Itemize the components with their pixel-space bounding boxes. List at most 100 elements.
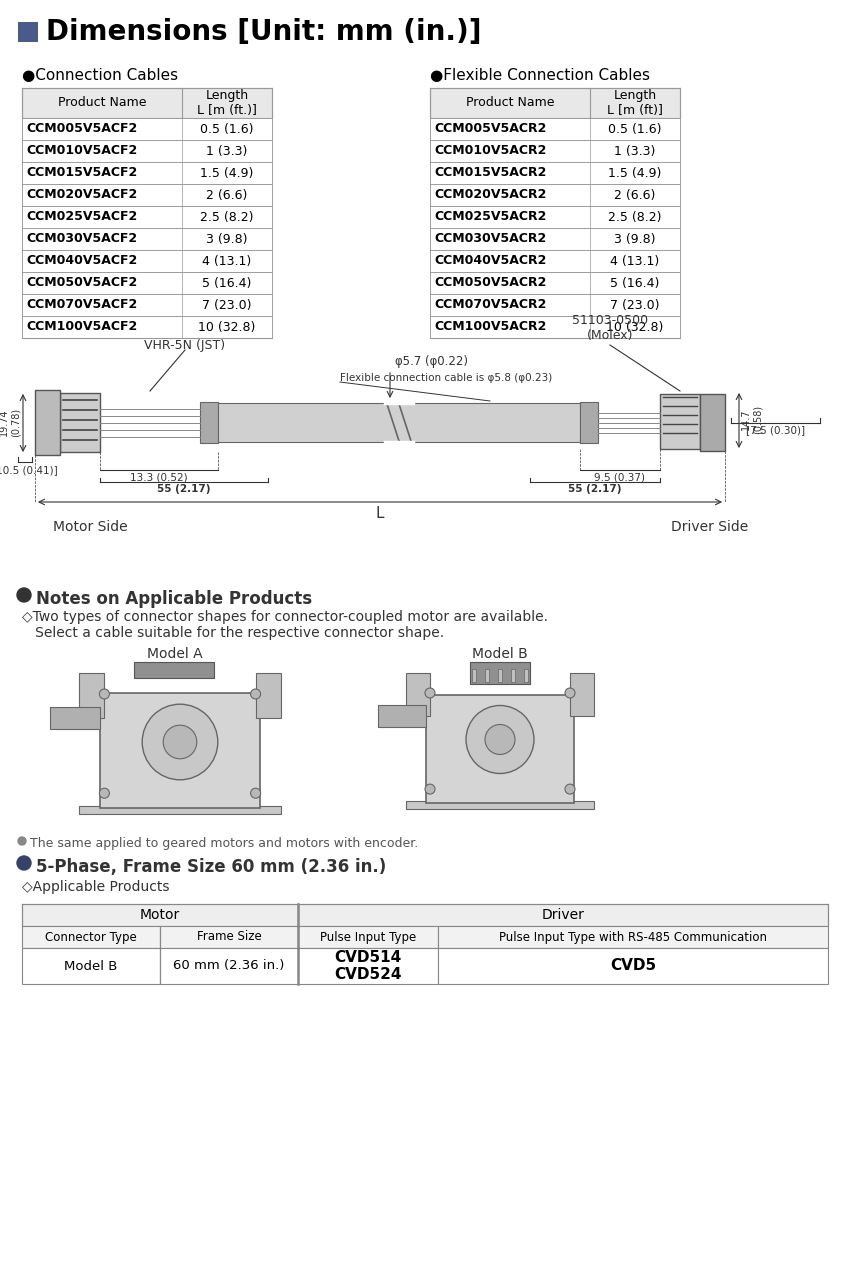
Text: The same applied to geared motors and motors with encoder.: The same applied to geared motors and mo… (30, 837, 419, 850)
Bar (470, 662, 530, 684)
Text: 10 (32.8): 10 (32.8) (606, 320, 663, 334)
Text: Motor Side: Motor Side (53, 520, 128, 534)
Bar (438, 948, 828, 984)
Text: 3 (9.8): 3 (9.8) (206, 233, 247, 246)
Bar (22, 206, 272, 228)
Text: 5 (16.4): 5 (16.4) (202, 276, 252, 289)
Bar (160, 948, 298, 984)
Text: CCM025V5ACF2: CCM025V5ACF2 (26, 210, 137, 224)
Circle shape (565, 785, 575, 794)
Text: Driver Side: Driver Side (671, 520, 749, 534)
Text: Product Name: Product Name (57, 96, 146, 110)
Bar (22, 184, 272, 206)
Text: ◇Applicable Products: ◇Applicable Products (22, 881, 169, 893)
Text: 55 (2.17): 55 (2.17) (158, 484, 211, 494)
Bar (430, 118, 680, 140)
Circle shape (163, 726, 197, 759)
Text: CCM020V5ACF2: CCM020V5ACF2 (26, 188, 137, 201)
Text: 55 (2.17): 55 (2.17) (568, 484, 621, 494)
Bar (406, 673, 430, 717)
Text: Select a cable suitable for the respective connector shape.: Select a cable suitable for the respecti… (22, 626, 444, 640)
Bar (60, 393, 100, 452)
Text: 0.5 (1.6): 0.5 (1.6) (200, 123, 253, 136)
Text: 2.5 (8.2): 2.5 (8.2) (200, 210, 253, 224)
Text: Frame Size: Frame Size (197, 931, 261, 943)
Circle shape (18, 837, 26, 845)
Circle shape (142, 704, 217, 780)
Bar (22, 904, 298, 925)
Text: 7 (23.0): 7 (23.0) (610, 298, 660, 311)
Bar (472, 668, 476, 682)
Circle shape (466, 705, 534, 773)
Text: 14.7
(0.58): 14.7 (0.58) (741, 404, 763, 434)
Circle shape (565, 689, 575, 698)
Text: 1 (3.3): 1 (3.3) (615, 145, 656, 157)
Bar (22, 250, 272, 271)
Text: 2.5 (8.2): 2.5 (8.2) (609, 210, 662, 224)
Bar (298, 925, 438, 948)
Circle shape (99, 689, 110, 699)
Text: Product Name: Product Name (466, 96, 554, 110)
Bar (430, 294, 680, 316)
Text: 5-Phase, Frame Size 60 mm (2.36 in.): 5-Phase, Frame Size 60 mm (2.36 in.) (36, 858, 386, 876)
Text: CCM070V5ACR2: CCM070V5ACR2 (434, 298, 546, 311)
Text: 1 (3.3): 1 (3.3) (206, 145, 247, 157)
Bar (22, 948, 160, 984)
Bar (22, 163, 272, 184)
Text: Length
L [m (ft)]: Length L [m (ft)] (607, 90, 663, 116)
Bar (430, 184, 680, 206)
Bar (80, 806, 281, 814)
Text: 2 (6.6): 2 (6.6) (615, 188, 656, 201)
Bar (660, 394, 700, 449)
Text: CCM040V5ACF2: CCM040V5ACF2 (26, 255, 137, 268)
Text: CCM030V5ACF2: CCM030V5ACF2 (26, 233, 137, 246)
Bar (80, 673, 104, 718)
Text: CCM010V5ACR2: CCM010V5ACR2 (434, 145, 546, 157)
Text: 19.74
(0.78): 19.74 (0.78) (0, 408, 21, 436)
Bar (438, 925, 828, 948)
Text: Connector Type: Connector Type (45, 931, 137, 943)
Bar (426, 695, 574, 803)
Text: L: L (376, 506, 384, 521)
Text: 3 (9.8): 3 (9.8) (615, 233, 656, 246)
Text: ●Flexible Connection Cables: ●Flexible Connection Cables (430, 68, 650, 83)
Bar (160, 925, 298, 948)
Text: Model A: Model A (147, 646, 203, 660)
Text: ◇Two types of connector shapes for connector-coupled motor are available.: ◇Two types of connector shapes for conne… (22, 611, 548, 623)
Bar (430, 88, 680, 118)
Text: CCM020V5ACR2: CCM020V5ACR2 (434, 188, 546, 201)
Text: φ5.7 (φ0.22): φ5.7 (φ0.22) (395, 355, 468, 369)
Text: 4 (13.1): 4 (13.1) (202, 255, 252, 268)
Bar (100, 692, 260, 808)
Text: CVD5: CVD5 (610, 959, 656, 974)
Bar (298, 948, 438, 984)
Text: VHR-5N (JST): VHR-5N (JST) (145, 339, 226, 352)
Circle shape (251, 689, 260, 699)
Bar (298, 904, 828, 925)
Text: Model B: Model B (64, 960, 117, 973)
Text: CCM015V5ACF2: CCM015V5ACF2 (26, 166, 137, 179)
Text: 1.5 (4.9): 1.5 (4.9) (609, 166, 662, 179)
Text: CCM100V5ACR2: CCM100V5ACR2 (434, 320, 546, 334)
Text: 51103-0500
(Molex): 51103-0500 (Molex) (572, 314, 648, 342)
Circle shape (425, 689, 435, 698)
Circle shape (17, 588, 31, 602)
Text: Motor: Motor (140, 908, 180, 922)
Text: ●Connection Cables: ●Connection Cables (22, 68, 178, 83)
Text: CCM050V5ACR2: CCM050V5ACR2 (434, 276, 546, 289)
Bar (570, 673, 594, 717)
Bar (200, 402, 218, 443)
Text: CCM025V5ACR2: CCM025V5ACR2 (434, 210, 546, 224)
Text: Length
L [m (ft.)]: Length L [m (ft.)] (197, 90, 257, 116)
Circle shape (17, 856, 31, 870)
Bar (430, 228, 680, 250)
Text: 4 (13.1): 4 (13.1) (610, 255, 660, 268)
Text: 5 (16.4): 5 (16.4) (610, 276, 660, 289)
Bar (580, 402, 598, 443)
Text: CCM030V5ACR2: CCM030V5ACR2 (434, 233, 546, 246)
Bar (35, 390, 60, 454)
Bar (430, 271, 680, 294)
Text: Notes on Applicable Products: Notes on Applicable Products (36, 590, 312, 608)
Text: CCM010V5ACF2: CCM010V5ACF2 (26, 145, 137, 157)
Circle shape (425, 785, 435, 794)
